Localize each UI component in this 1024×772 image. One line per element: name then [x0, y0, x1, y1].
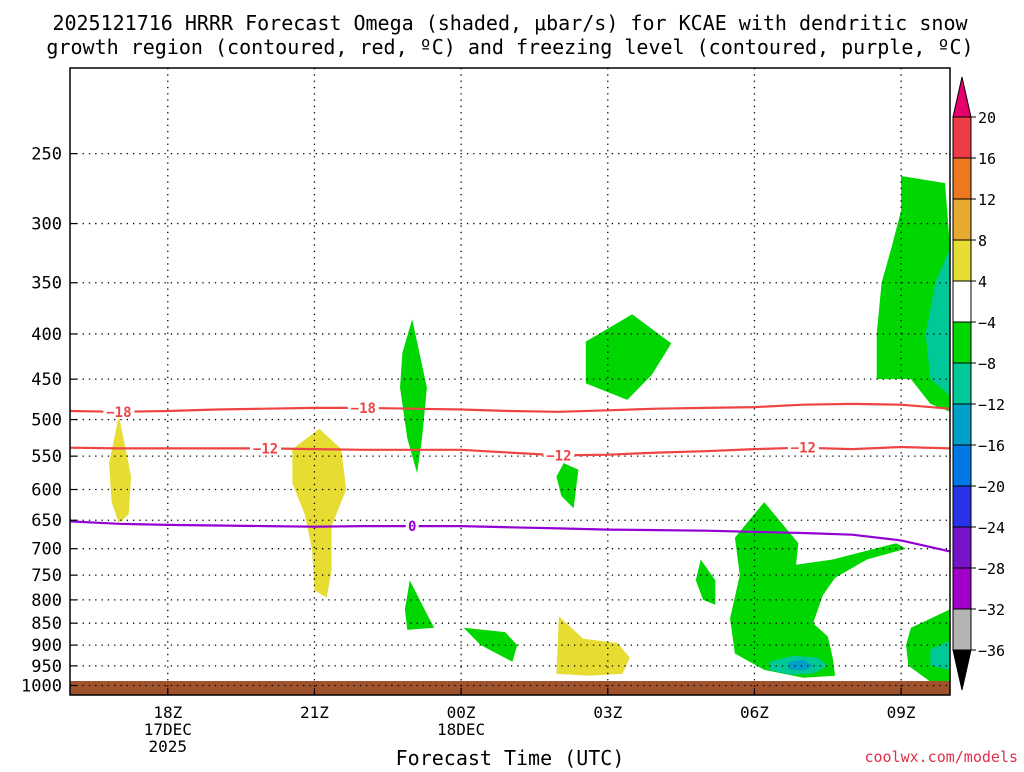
y-tick-label-300: 300 [31, 215, 62, 235]
colorbar-swatch-6 [952, 362, 972, 405]
omega-region-2 [556, 616, 630, 676]
colorbar-label-2: 12 [978, 191, 996, 209]
colorbar-bottom-arrow [952, 649, 972, 691]
omega-region-13 [925, 248, 950, 396]
y-tick-label-600: 600 [31, 481, 62, 501]
colorbar-label-3: 8 [978, 232, 987, 250]
x-tick-label-18-2: 2025 [149, 737, 188, 756]
plot-frame [69, 67, 951, 696]
colorbar-label-8: −16 [978, 437, 1005, 455]
contour-label-dendritic-lower-2: −12 [791, 441, 816, 457]
omega-region-9 [730, 502, 906, 678]
colorbar-label-11: −28 [978, 560, 1005, 578]
y-tick-label-1000: 1000 [21, 677, 62, 697]
colorbar-label-1: 16 [978, 150, 996, 168]
x-axis-label: Forecast Time (UTC) [396, 746, 625, 768]
y-tick-label-900: 900 [31, 636, 62, 656]
colorbar-swatch-10 [952, 526, 972, 569]
x-tick-label-18-0: 18Z [153, 703, 182, 722]
colorbar-swatch-2 [952, 198, 972, 241]
contour-layer: −18 −18 −12 −12 −12 0 [69, 400, 951, 553]
colorbar-label-6: −8 [978, 355, 996, 373]
colorbar-label-9: −20 [978, 478, 1005, 496]
contour-label-bg-dendritic-lower-1 [543, 448, 575, 463]
x-tick-label-24-0: 00Z [447, 703, 476, 722]
y-tick-label-500: 500 [31, 411, 62, 431]
y-tick-label-550: 550 [31, 447, 62, 467]
y-tick-label-400: 400 [31, 325, 62, 345]
contour-freezing-level [69, 520, 951, 553]
contour-label-bg-dendritic-upper-1 [347, 400, 379, 415]
contour-label-bg-dendritic-lower-2 [787, 440, 819, 455]
omega-region-5 [463, 627, 518, 662]
omega-region-0 [109, 415, 132, 524]
colorbar-label-5: −4 [978, 314, 996, 332]
omega-region-8 [695, 559, 716, 605]
colorbar-label-13: −36 [978, 642, 1005, 660]
y-tick-label-450: 450 [31, 370, 62, 390]
chart-title-line1: 2025121716 HRRR Forecast Omega (shaded, … [52, 11, 968, 35]
y-tick-label-950: 950 [31, 657, 62, 677]
contour-label-dendritic-lower-0: −12 [253, 441, 278, 457]
omega-region-3 [400, 319, 427, 474]
colorbar-label-10: −24 [978, 519, 1005, 537]
colorbar-swatch-7 [952, 403, 972, 446]
colorbar-label-4: 4 [978, 273, 987, 291]
x-tick-label-30-0: 06Z [740, 703, 769, 722]
x-tick-label-27-0: 03Z [593, 703, 622, 722]
omega-region-1 [292, 428, 347, 598]
colorbar-swatch-11 [952, 567, 972, 610]
chart-title-line2: growth region (contoured, red, ºC) and f… [46, 35, 973, 59]
x-tick-label-18-1: 17DEC [144, 720, 192, 739]
colorbar-label-0: 20 [978, 109, 996, 127]
omega-colorbar: 20 16 12 8 4 −4 −8 −12 −16 −20 −24 −28 −32 −36 [952, 76, 1005, 691]
x-tick-label-24-1: 18DEC [437, 720, 485, 739]
y-tick-label-800: 800 [31, 591, 62, 611]
contour-label-bg-dendritic-lower-0 [250, 441, 282, 456]
site-credit: coolwx.com/models [864, 748, 1018, 766]
colorbar-swatch-1 [952, 157, 972, 200]
contour-dendritic-upper [69, 402, 951, 413]
x-tick-label-21-0: 21Z [300, 703, 329, 722]
contour-label-bg-freezing-level-0 [405, 519, 419, 534]
pressure-axis: 2503003504004505005506006507007508008509… [21, 145, 77, 697]
contour-label-bg-dendritic-upper-0 [103, 404, 135, 419]
y-tick-label-850: 850 [31, 614, 62, 634]
ground-surface-band [70, 681, 950, 695]
colorbar-label-12: −32 [978, 601, 1005, 619]
colorbar-swatch-12 [952, 608, 972, 651]
omega-region-7 [585, 314, 672, 400]
contour-label-dendritic-upper-1: −18 [351, 401, 376, 417]
omega-region-6 [556, 463, 579, 509]
y-tick-label-750: 750 [31, 566, 62, 586]
colorbar-swatch-3 [952, 239, 972, 282]
colorbar-swatch-4 [952, 280, 972, 323]
omega-region-15 [930, 640, 950, 670]
contour-label-dendritic-lower-1: −12 [546, 448, 571, 464]
x-tick-label-33-0: 09Z [887, 703, 916, 722]
y-tick-label-350: 350 [31, 274, 62, 294]
colorbar-swatch-9 [952, 485, 972, 528]
contour-label-dendritic-upper-0: −18 [106, 405, 131, 421]
omega-shading-layer [109, 176, 950, 682]
y-tick-label-650: 650 [31, 511, 62, 531]
contour-label-freezing-level-0: 0 [408, 519, 416, 535]
omega-region-4 [404, 580, 435, 630]
colorbar-label-7: −12 [978, 396, 1005, 414]
y-tick-label-250: 250 [31, 145, 62, 165]
colorbar-swatch-5 [952, 321, 972, 364]
colorbar-swatch-8 [952, 444, 972, 487]
colorbar-swatch-0 [952, 116, 972, 159]
colorbar-top-arrow [952, 76, 972, 118]
y-tick-label-700: 700 [31, 540, 62, 560]
